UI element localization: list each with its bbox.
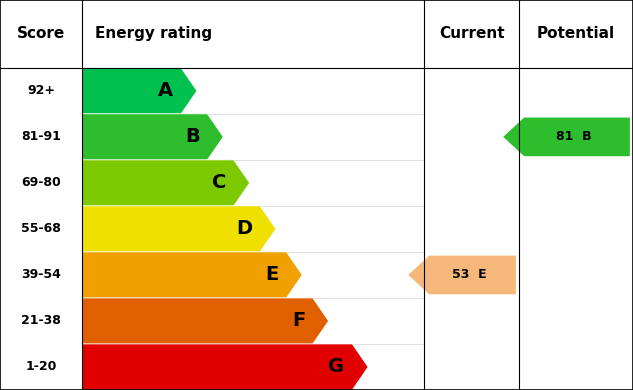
Text: B: B — [185, 128, 200, 146]
Polygon shape — [82, 344, 368, 390]
Text: Potential: Potential — [537, 27, 615, 41]
Polygon shape — [408, 255, 516, 294]
Text: F: F — [292, 312, 305, 330]
Text: A: A — [158, 82, 173, 100]
Text: 92+: 92+ — [27, 84, 55, 98]
Polygon shape — [503, 117, 630, 156]
Text: D: D — [236, 220, 253, 238]
Text: 1-20: 1-20 — [25, 360, 57, 374]
Polygon shape — [82, 68, 197, 114]
Text: C: C — [211, 174, 226, 192]
Polygon shape — [82, 298, 329, 344]
Text: 39-54: 39-54 — [22, 268, 61, 282]
Text: 81  B: 81 B — [556, 130, 592, 144]
Text: Energy rating: Energy rating — [95, 27, 212, 41]
Text: 53  E: 53 E — [453, 268, 487, 282]
Text: Score: Score — [17, 27, 65, 41]
Polygon shape — [82, 206, 276, 252]
Text: Current: Current — [439, 27, 505, 41]
Text: 81-91: 81-91 — [22, 130, 61, 144]
Text: 69-80: 69-80 — [22, 176, 61, 190]
Polygon shape — [82, 252, 302, 298]
Polygon shape — [82, 114, 223, 160]
Polygon shape — [82, 160, 249, 206]
Text: E: E — [265, 266, 279, 284]
Text: 21-38: 21-38 — [22, 314, 61, 328]
Text: 55-68: 55-68 — [22, 222, 61, 236]
Text: G: G — [329, 358, 344, 376]
